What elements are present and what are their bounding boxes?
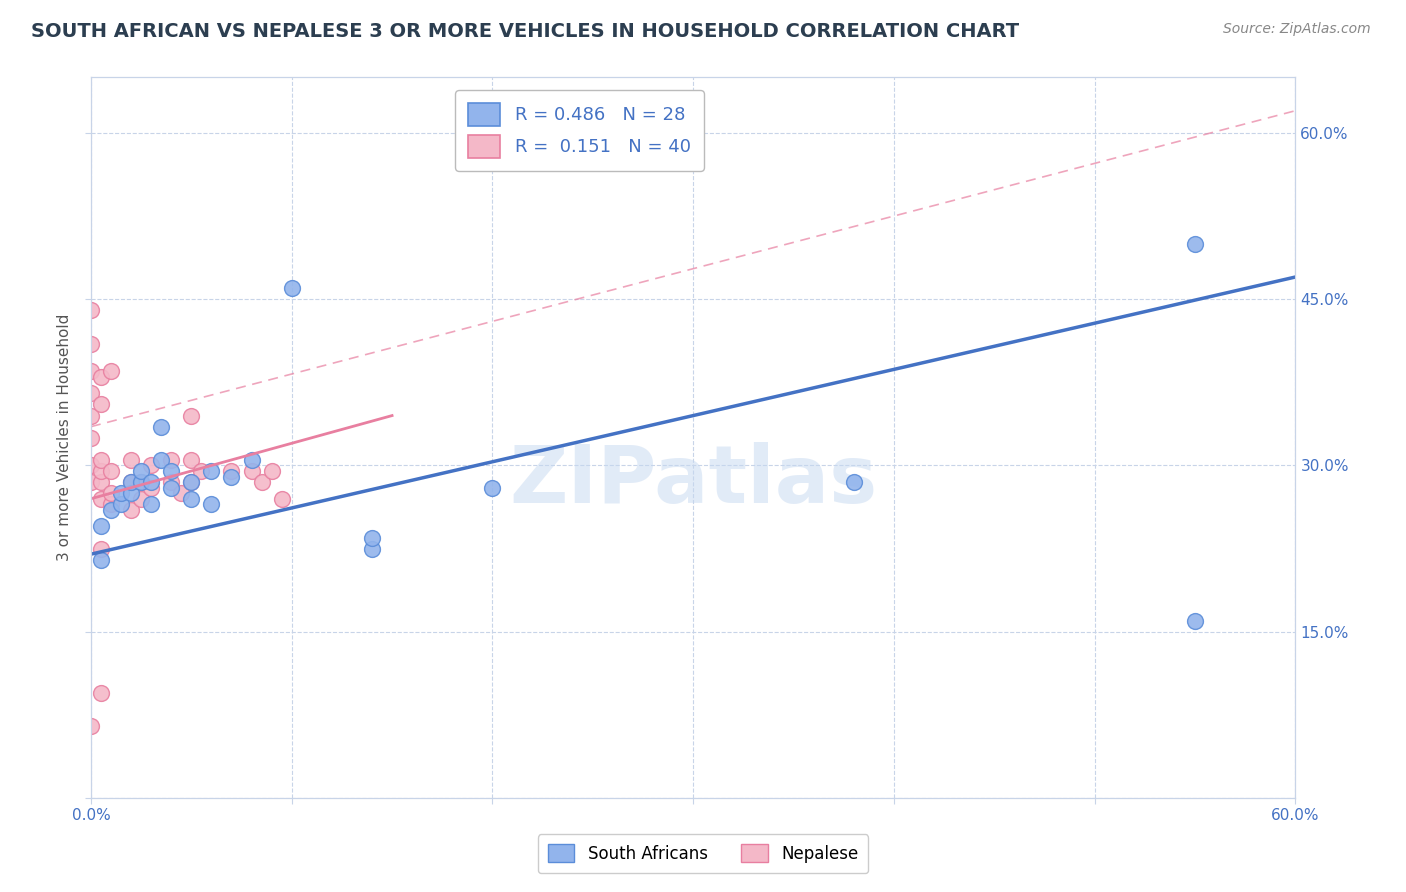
Point — [280, 281, 302, 295]
Point — [120, 486, 142, 500]
Point — [90, 686, 112, 700]
Point — [90, 369, 112, 384]
Point — [180, 475, 202, 489]
Point — [90, 464, 112, 478]
Point — [141, 458, 163, 473]
Legend: South Africans, Nepalese: South Africans, Nepalese — [537, 834, 869, 873]
Point — [180, 453, 202, 467]
Point — [361, 531, 384, 545]
Point — [129, 491, 152, 506]
Point — [129, 475, 152, 489]
Point — [110, 486, 132, 500]
Point — [240, 453, 263, 467]
Text: Source: ZipAtlas.com: Source: ZipAtlas.com — [1223, 22, 1371, 37]
Point — [160, 464, 183, 478]
Text: ZIPatlas: ZIPatlas — [509, 442, 877, 520]
Point — [270, 491, 292, 506]
Point — [250, 475, 273, 489]
Point — [80, 719, 103, 733]
Point — [141, 481, 163, 495]
Y-axis label: 3 or more Vehicles in Household: 3 or more Vehicles in Household — [58, 314, 72, 561]
Point — [361, 541, 384, 556]
Point — [240, 464, 263, 478]
Point — [221, 469, 243, 483]
Point — [141, 475, 163, 489]
Point — [80, 409, 103, 423]
Point — [180, 491, 202, 506]
Point — [1184, 236, 1206, 251]
Point — [160, 453, 183, 467]
Point — [90, 475, 112, 489]
Point — [150, 419, 173, 434]
Point — [80, 458, 103, 473]
Point — [481, 481, 503, 495]
Point — [90, 491, 112, 506]
Point — [180, 409, 202, 423]
Point — [100, 364, 122, 378]
Point — [200, 464, 222, 478]
Point — [90, 453, 112, 467]
Point — [90, 397, 112, 411]
Point — [190, 464, 212, 478]
Point — [221, 464, 243, 478]
Point — [1184, 614, 1206, 628]
Point — [120, 453, 142, 467]
Point — [120, 503, 142, 517]
Legend: R = 0.486   N = 28, R =  0.151   N = 40: R = 0.486 N = 28, R = 0.151 N = 40 — [456, 90, 703, 170]
Point — [90, 519, 112, 533]
Text: SOUTH AFRICAN VS NEPALESE 3 OR MORE VEHICLES IN HOUSEHOLD CORRELATION CHART: SOUTH AFRICAN VS NEPALESE 3 OR MORE VEHI… — [31, 22, 1019, 41]
Point — [129, 464, 152, 478]
Point — [120, 475, 142, 489]
Point — [80, 386, 103, 401]
Point — [170, 486, 193, 500]
Point — [80, 475, 103, 489]
Point — [100, 464, 122, 478]
Point — [90, 541, 112, 556]
Point — [150, 453, 173, 467]
Point — [180, 475, 202, 489]
Point — [842, 475, 865, 489]
Point — [120, 475, 142, 489]
Point — [160, 475, 183, 489]
Point — [141, 497, 163, 511]
Point — [80, 431, 103, 445]
Point — [110, 497, 132, 511]
Point — [260, 464, 283, 478]
Point — [90, 552, 112, 566]
Point — [160, 481, 183, 495]
Point — [129, 475, 152, 489]
Point — [80, 364, 103, 378]
Point — [80, 303, 103, 318]
Point — [100, 503, 122, 517]
Point — [80, 336, 103, 351]
Point — [100, 486, 122, 500]
Point — [200, 497, 222, 511]
Point — [100, 497, 122, 511]
